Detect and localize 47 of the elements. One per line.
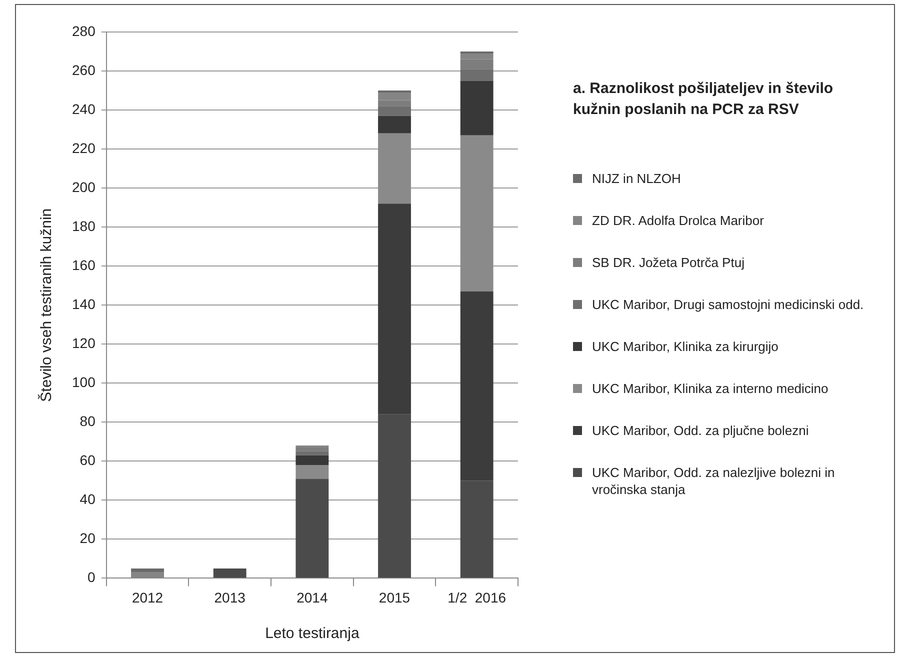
legend-label: SB DR. Jožeta Potrča Ptuj [592, 255, 744, 270]
legend-label: UKC Maribor, Drugi samostojni medicinski odd. [592, 297, 864, 312]
y-tick-label: 140 [72, 296, 96, 312]
bar [296, 451, 329, 456]
y-tick-label: 60 [80, 452, 96, 468]
bar [213, 568, 246, 578]
bar [296, 478, 329, 578]
y-tick-label: 200 [72, 178, 96, 195]
x-tick-label: 2013 [214, 589, 246, 606]
x-tick-label: 2012 [132, 589, 164, 606]
y-tick-label: 180 [72, 218, 96, 234]
x-tick-label: 2014 [296, 589, 328, 606]
text: a. Raznolikost pošiljateljev in število kužnin poslanih na PCR za RSV [573, 79, 834, 120]
bar [460, 291, 494, 481]
y-tick-label: 280 [72, 22, 96, 39]
bar [460, 80, 494, 136]
legend-label: UKC Maribor, Klinika za kirurgijo [592, 339, 778, 354]
y-axis-title: Število vseh testiranih kužnin [37, 208, 56, 402]
x-axis-title: Leto testiranja [265, 625, 360, 642]
bar [296, 455, 329, 466]
bar [296, 465, 329, 479]
y-tick-label: 0 [88, 569, 96, 586]
bar [131, 568, 164, 572]
x-tick-label: 1/2 2016 [448, 589, 506, 606]
bar [378, 204, 411, 414]
y-tick-label: 260 [72, 62, 96, 78]
legend-label: UKC Maribor, Odd. za pljučne bolezni [592, 423, 809, 438]
bar [378, 133, 411, 204]
y-tick-label: 120 [72, 334, 96, 351]
legend-label: ZD DR. Adolfa Drolca Maribor [592, 213, 764, 228]
y-tick-label: 80 [80, 413, 96, 429]
x-tick-label: 2015 [378, 589, 410, 606]
y-tick-label: 100 [72, 374, 96, 390]
bar [378, 106, 411, 116]
legend-label: UKC Maribor, Odd. za nalezljive bolezni in vročinska stanja [592, 465, 835, 497]
bar [460, 480, 494, 578]
y-tick-label: 240 [72, 100, 96, 117]
bar [378, 414, 411, 578]
y-tick-label: 220 [72, 140, 96, 156]
y-tick-label: 20 [80, 530, 96, 546]
legend-label: NIJZ in NLZOH [592, 171, 681, 186]
y-tick-label: 160 [72, 256, 96, 273]
bar [460, 135, 494, 292]
legend-label: UKC Maribor, Klinika za interno medicino [592, 381, 828, 396]
bar [460, 69, 494, 81]
y-tick-label: 40 [80, 491, 96, 508]
bar [378, 116, 411, 134]
